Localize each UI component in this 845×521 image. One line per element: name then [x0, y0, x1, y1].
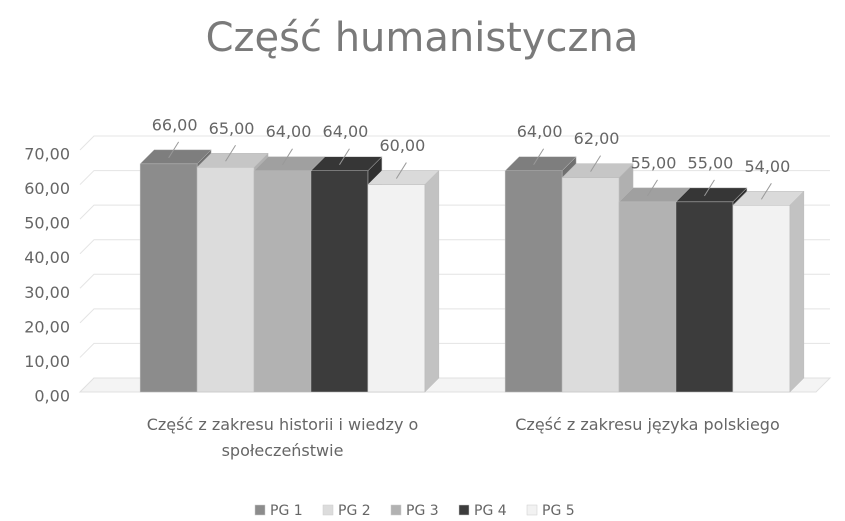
label-leader [704, 179, 715, 197]
bar [367, 184, 426, 393]
label-leader [282, 148, 293, 166]
bar [310, 170, 369, 393]
bar [732, 205, 791, 393]
y-tick-label: 20,00 [24, 317, 70, 336]
legend-swatch [254, 504, 266, 516]
label-leader [225, 145, 236, 162]
bar [139, 163, 198, 393]
data-label: 55,00 [631, 153, 677, 172]
y-tick-label: 10,00 [24, 352, 70, 371]
data-label: 66,00 [152, 115, 198, 134]
x-tick-label: Część z zakresu języka polskiego [515, 415, 780, 434]
legend-label: PG 1 [270, 503, 303, 519]
y-tick-label: 70,00 [24, 145, 70, 164]
data-label: 65,00 [209, 119, 255, 138]
legend-swatch [526, 504, 538, 516]
bar [504, 170, 563, 393]
chart-title: Część humanistyczna [206, 15, 639, 61]
label-leader [533, 148, 545, 166]
data-label: 64,00 [266, 122, 312, 141]
legend-label: PG 3 [406, 503, 439, 519]
bar [253, 170, 312, 393]
bar [618, 201, 677, 393]
label-leader [168, 141, 180, 159]
x-tick-label: Część z zakresu historii i wiedzy o społ… [146, 415, 419, 460]
y-tick-label: 60,00 [24, 179, 70, 198]
legend-swatch [390, 504, 402, 516]
bar-side [789, 190, 805, 393]
legend-swatch [458, 504, 470, 516]
legend-label: PG 5 [542, 503, 575, 519]
legend-label: PG 2 [338, 503, 371, 519]
bar-side [424, 169, 440, 393]
data-label: 64,00 [517, 122, 563, 141]
y-tick-label: 0,00 [34, 387, 70, 406]
grid-line [79, 135, 830, 151]
label-leader [590, 155, 601, 172]
data-label: 55,00 [688, 153, 734, 172]
data-label: 60,00 [379, 136, 425, 155]
label-leader [395, 162, 407, 179]
data-label: 64,00 [323, 122, 369, 141]
legend-swatch [322, 504, 334, 516]
y-tick-label: 50,00 [24, 214, 70, 233]
data-label: 62,00 [574, 129, 620, 148]
bar [196, 167, 255, 393]
bar [675, 201, 734, 393]
y-tick-label: 40,00 [24, 248, 70, 267]
label-leader [760, 183, 772, 200]
bar [561, 177, 620, 393]
legend-label: PG 4 [474, 503, 507, 519]
y-tick-label: 30,00 [24, 283, 70, 302]
label-leader [339, 148, 350, 166]
label-leader [647, 179, 658, 197]
data-label: 54,00 [744, 157, 790, 176]
